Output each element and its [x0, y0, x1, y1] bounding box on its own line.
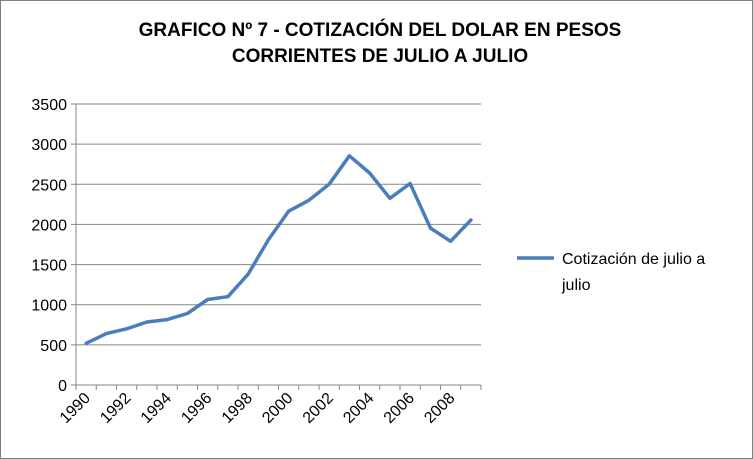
- series-lines: [84, 154, 473, 346]
- axes: [71, 103, 482, 390]
- chart-title-line-1: GRAFICO Nº 7 - COTIZACIÓN DEL DOLAR EN P…: [138, 20, 622, 41]
- x-tick-label: 1998: [219, 390, 256, 427]
- x-tick-label: 2000: [259, 390, 296, 427]
- x-tick-label: 1992: [97, 390, 134, 427]
- x-tick-label: 1990: [57, 390, 94, 427]
- legend: Cotización de julio a julio: [517, 251, 705, 294]
- x-tick-label: 1994: [138, 390, 175, 427]
- y-tick-label: 2500: [31, 177, 67, 194]
- x-tick-label: 2006: [381, 390, 418, 427]
- y-tick-label: 0: [58, 378, 67, 395]
- chart-title: GRAFICO Nº 7 - COTIZACIÓN DEL DOLAR EN P…: [40, 18, 720, 70]
- chart-title-line-2: CORRIENTES DE JULIO A JULIO: [231, 46, 529, 67]
- x-tick-label: 2008: [421, 390, 458, 427]
- legend-label: julio: [561, 277, 591, 294]
- y-tick-label: 1000: [31, 298, 67, 315]
- y-tick-label: 3500: [31, 97, 67, 114]
- x-tick-label: 1996: [178, 390, 215, 427]
- y-tick-label: 500: [40, 338, 67, 355]
- x-axis-tick-labels: 1990 1992 1994 1996 1998 2000 2002 2004 2006 2008: [57, 390, 459, 427]
- y-tick-label: 2000: [31, 217, 67, 234]
- legend-label: Cotización de julio a: [562, 251, 705, 268]
- y-tick-label: 1500: [31, 258, 67, 275]
- x-tick-label: 2004: [340, 390, 377, 427]
- y-axis-tick-labels: 0 500 1000 1500 2000 2500 3000 3500: [31, 97, 67, 395]
- y-tick-label: 3000: [31, 137, 67, 154]
- x-tick-label: 2002: [300, 390, 337, 427]
- series-line-0: [84, 154, 473, 346]
